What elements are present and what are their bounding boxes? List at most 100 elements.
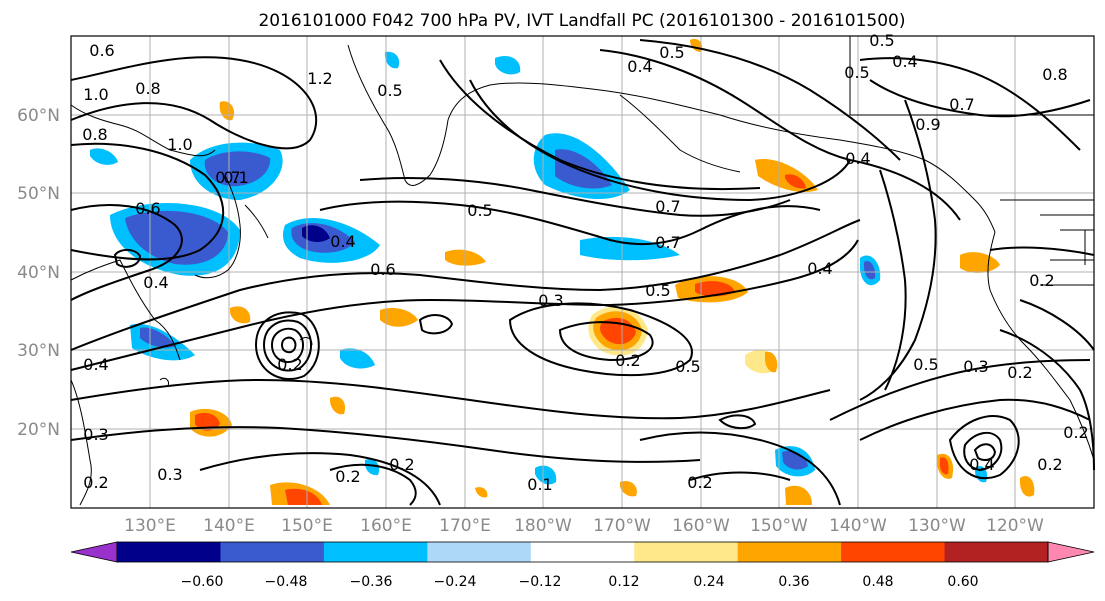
lon-label: 150°E xyxy=(281,516,333,536)
contour-label: 0.8 xyxy=(1042,65,1067,84)
shade-positive xyxy=(285,488,322,505)
shade-positive xyxy=(380,308,418,327)
contour-label: 0.1 xyxy=(223,168,248,187)
colorbar-segment xyxy=(427,542,532,562)
contour-label: 0.9 xyxy=(915,115,940,134)
contour-label: 0.5 xyxy=(377,81,402,100)
contour-label: 0.6 xyxy=(89,41,114,60)
contour-label: 0.7 xyxy=(215,168,240,187)
figure-title: 2016101000 F042 700 hPa PV, IVT Landfall… xyxy=(258,11,905,31)
lat-label: 60°N xyxy=(17,106,60,126)
lon-label: 160°W xyxy=(672,516,730,536)
map-frame xyxy=(70,35,1095,509)
contour-label: 0.4 xyxy=(845,149,870,168)
shade-positive xyxy=(230,306,251,324)
colorbar-tick-label: −0.24 xyxy=(434,574,477,590)
contour-label: 0.2 xyxy=(615,351,640,370)
contour-label: 1.0 xyxy=(83,85,108,104)
contour-label: 0.3 xyxy=(963,357,988,376)
shade-negative xyxy=(140,327,176,348)
lon-label: 180°W xyxy=(514,516,572,536)
contour-label: 0.5 xyxy=(645,281,670,300)
contour-label: 0.1 xyxy=(527,475,552,494)
colorbar-segment xyxy=(323,542,428,562)
shade-negative xyxy=(864,260,876,280)
colorbar-segment xyxy=(530,542,635,562)
lat-label: 20°N xyxy=(17,420,60,440)
contour-label: 0.2 xyxy=(1029,271,1054,290)
contours xyxy=(70,39,1095,506)
contour-label: 0.3 xyxy=(538,291,563,310)
shade-negative xyxy=(125,210,228,265)
colorbar-tick-label: 0.12 xyxy=(608,574,639,590)
contour-label: 0.2 xyxy=(1063,423,1088,442)
shade-positive xyxy=(960,252,1000,273)
colorbar-ticks: −0.60 −0.48 −0.36 −0.24 −0.12 0.12 0.24 … xyxy=(181,574,979,590)
contour-label: 1.0 xyxy=(167,135,192,154)
lon-label: 170°W xyxy=(593,516,651,536)
contour-label: 0.5 xyxy=(659,43,684,62)
contour-label: 1.2 xyxy=(307,69,332,88)
shade-positive xyxy=(785,174,806,189)
colorbar-tick-label: 0.48 xyxy=(862,574,893,590)
shade-negative xyxy=(302,225,330,242)
colorbar-tick-label: −0.12 xyxy=(519,574,562,590)
contour-label: 0.5 xyxy=(869,31,894,50)
contour-label: 0.2 xyxy=(335,467,360,486)
colorbar-tick-label: 0.60 xyxy=(947,574,978,590)
shade-positive xyxy=(764,351,778,373)
contour-label: 0.6 xyxy=(370,260,395,279)
lon-label: 130°E xyxy=(124,516,176,536)
shade-positive xyxy=(1020,475,1035,497)
contour-label: 0.4 xyxy=(143,273,168,292)
colorbar-tick-label: 0.24 xyxy=(693,574,724,590)
contour-label: 0.4 xyxy=(330,232,355,251)
shade-negative xyxy=(364,459,380,476)
contour-label: 0.5 xyxy=(913,355,938,374)
shade-negative xyxy=(90,148,118,165)
contour-label: 0.3 xyxy=(83,425,108,444)
colorbar-segment xyxy=(737,542,842,562)
colorbar-segment xyxy=(220,542,325,562)
contour-label: 0.2 xyxy=(687,473,712,492)
colorbar-segment xyxy=(117,542,221,562)
colorbar-tick-label: −0.36 xyxy=(350,574,393,590)
contour-label: 0.2 xyxy=(1037,455,1062,474)
colorbar: −0.60 −0.48 −0.36 −0.24 −0.12 0.12 0.24 … xyxy=(70,541,1095,590)
shade-negative xyxy=(204,151,271,187)
contour-label: 0.4 xyxy=(83,355,108,374)
longitude-labels: 130°E 140°E 150°E 160°E 170°E 180°W 170°… xyxy=(124,516,1044,536)
contour-labels: 0.6 0.8 1.0 0.8 1.2 1.0 0.7 0.6 0.4 0.5 … xyxy=(82,31,1088,494)
lon-label: 120°W xyxy=(986,516,1044,536)
colorbar-extend-min xyxy=(70,541,118,563)
lon-label: 160°E xyxy=(360,516,412,536)
contour-label: 0.4 xyxy=(807,259,832,278)
map-panel: 0.6 0.8 1.0 0.8 1.2 1.0 0.7 0.6 0.4 0.5 … xyxy=(70,31,1095,509)
lon-label: 150°W xyxy=(750,516,808,536)
lat-label: 40°N xyxy=(17,263,60,283)
contour-label: 0.7 xyxy=(655,233,680,252)
colorbar-segment xyxy=(841,542,946,562)
shade-positive xyxy=(939,457,949,475)
shade-negative xyxy=(535,465,557,485)
contour-label: 0.4 xyxy=(892,52,917,71)
colorbar-tick-label: −0.48 xyxy=(265,574,308,590)
contour-label: 0.5 xyxy=(467,201,492,220)
contour-label: 0.8 xyxy=(135,79,160,98)
shade-positive xyxy=(475,487,488,498)
shade-negative xyxy=(384,51,400,69)
contour-label: 0.4 xyxy=(969,455,994,474)
lon-label: 140°E xyxy=(203,516,255,536)
contour-label: 0.5 xyxy=(844,63,869,82)
contour-label: 0.3 xyxy=(157,465,182,484)
shade-positive xyxy=(620,480,637,497)
colorbar-frame xyxy=(116,541,1049,563)
colorbar-extend-max xyxy=(1047,541,1095,563)
colorbar-segments xyxy=(70,541,1095,563)
contour-label: 0.2 xyxy=(1007,363,1032,382)
contour-label: 0.4 xyxy=(627,57,652,76)
shade-positive xyxy=(330,396,346,415)
contour-label: 0.2 xyxy=(277,355,302,374)
contour-label: 0.7 xyxy=(655,197,680,216)
